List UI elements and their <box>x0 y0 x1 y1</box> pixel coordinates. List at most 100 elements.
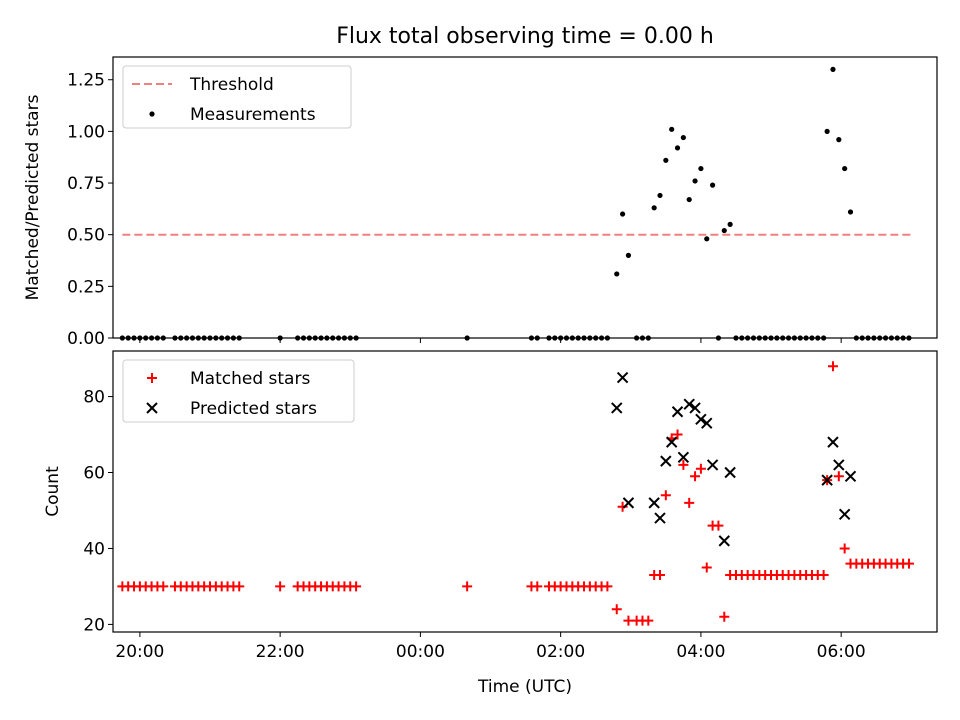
y-tick-label: 60 <box>83 464 105 484</box>
series-measurements <box>119 66 912 341</box>
legend-label: Matched stars <box>190 369 310 389</box>
data-point <box>689 402 701 414</box>
legend-label: Measurements <box>190 105 316 125</box>
data-point <box>672 429 683 440</box>
data-point <box>602 581 613 592</box>
y-tick-label: 20 <box>83 615 105 635</box>
series-matched-stars <box>117 361 914 626</box>
data-point <box>706 459 719 471</box>
y-tick-label: 40 <box>83 539 105 559</box>
data-point <box>660 490 671 501</box>
data-point <box>903 558 914 569</box>
data-point <box>698 165 704 172</box>
data-point <box>611 402 623 414</box>
x-tick-label: 02:00 <box>536 642 585 662</box>
x-tick-label: 06:00 <box>817 642 866 662</box>
data-point <box>654 512 666 524</box>
data-point <box>663 157 669 163</box>
figure-title: Flux total observing time = 0.00 h <box>336 24 714 49</box>
data-point <box>651 205 657 211</box>
data-point <box>821 474 833 486</box>
data-point <box>824 128 830 134</box>
data-point <box>695 413 707 426</box>
y-tick-label: 1.00 <box>67 122 105 142</box>
data-point <box>462 581 473 592</box>
legend-label: Predicted stars <box>190 399 317 419</box>
data-point <box>657 192 663 199</box>
data-point <box>665 436 678 448</box>
data-point <box>833 471 844 482</box>
data-point <box>677 451 690 464</box>
legend-dot-marker <box>149 111 155 117</box>
x-tick-label: 20:00 <box>115 642 164 662</box>
data-point <box>671 406 684 418</box>
data-point <box>709 182 716 188</box>
data-point <box>622 497 635 509</box>
y-tick-label: 0.00 <box>67 329 105 349</box>
data-point <box>842 165 848 172</box>
data-point <box>718 535 730 547</box>
y-tick-label: 0.25 <box>67 277 105 297</box>
data-point <box>351 581 362 592</box>
legend-label: Threshold <box>189 75 274 95</box>
data-point <box>669 126 675 132</box>
y-tick-label: 0.50 <box>67 226 105 246</box>
data-point <box>660 455 672 467</box>
data-point <box>692 178 698 184</box>
data-point <box>695 463 706 474</box>
data-point <box>847 209 854 215</box>
data-point <box>713 520 724 531</box>
legend-x-marker <box>146 402 158 414</box>
x-tick-label: 04:00 <box>676 642 725 662</box>
legend-box <box>122 359 355 423</box>
data-point <box>838 508 851 520</box>
data-point <box>683 398 695 410</box>
data-point <box>674 145 681 151</box>
data-point <box>625 252 632 258</box>
top-panel: 0.00 0.25 0.50 0.75 1.00 1.25 Matched/Predicte… <box>23 56 938 349</box>
data-point <box>643 615 654 626</box>
legend: Matched stars Predicted stars <box>122 359 355 423</box>
data-point <box>648 497 660 509</box>
legend-box <box>122 65 352 129</box>
data-point <box>701 417 713 429</box>
y-tick-label: 1.25 <box>67 71 105 91</box>
data-point <box>616 371 629 384</box>
data-point <box>827 361 838 372</box>
plot-frame <box>112 350 938 633</box>
data-point <box>727 221 733 227</box>
x-tick-label: 22:00 <box>256 642 305 662</box>
data-point <box>701 562 712 573</box>
data-point <box>839 543 850 554</box>
data-point <box>690 471 701 482</box>
data-point <box>818 570 829 581</box>
data-point <box>654 570 665 581</box>
data-point <box>619 211 626 217</box>
data-point <box>611 604 622 615</box>
legend: Threshold Measurements <box>122 65 352 129</box>
y-axis-label: Matched/Predicted stars <box>23 94 43 300</box>
data-point <box>719 611 730 622</box>
data-point <box>830 66 836 72</box>
legend-plus-marker <box>147 373 157 383</box>
data-point <box>704 236 710 242</box>
data-point <box>724 466 736 479</box>
data-point <box>833 459 845 471</box>
y-tick-label: 80 <box>83 388 105 408</box>
data-point <box>678 459 689 470</box>
x-axis-label: Time (UTC) <box>477 677 572 697</box>
x-tick-label: 00:00 <box>396 642 445 662</box>
data-point <box>614 271 620 277</box>
data-point <box>680 134 686 141</box>
data-point <box>684 497 695 508</box>
plot-frame <box>112 56 938 339</box>
bottom-panel: 20 40 60 80 20:00 22:00 00:00 02:00 04:00 06:00 Co… <box>43 350 938 662</box>
data-point <box>234 581 245 592</box>
data-point <box>721 227 727 234</box>
data-point <box>844 470 857 483</box>
data-point <box>617 501 628 512</box>
y-axis-label: Count <box>43 466 63 517</box>
data-point <box>275 581 286 592</box>
data-point <box>836 137 842 143</box>
